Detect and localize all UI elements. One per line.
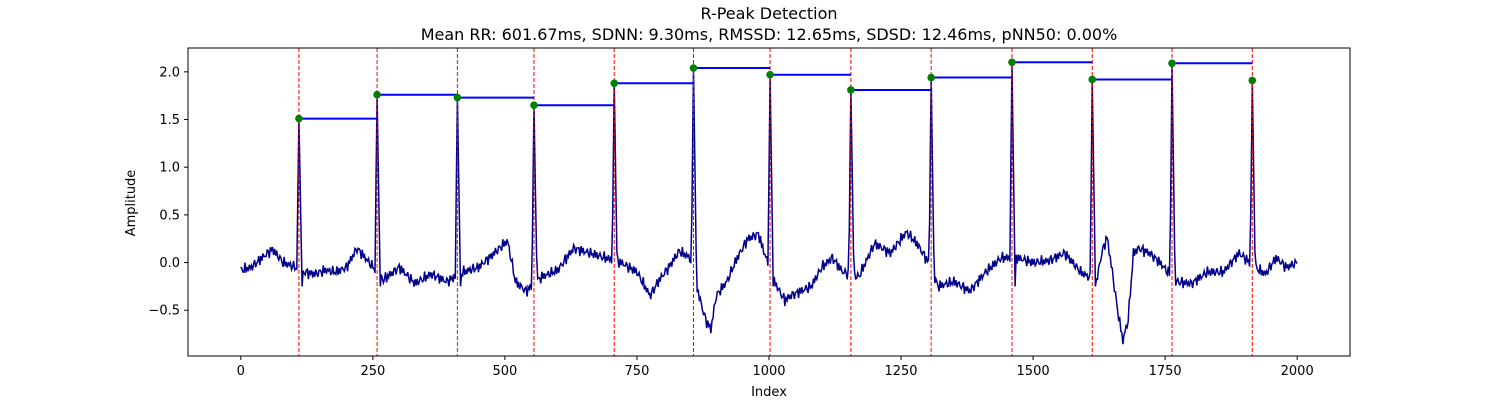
r-peak-marker [689,64,698,72]
y-axis-label: Amplitude [124,170,139,237]
r-peak-marker [1088,75,1097,84]
x-tick-label: 0 [237,364,245,379]
y-tick-label: 2.0 [159,65,180,80]
x-axis-label: Index [751,385,787,400]
r-peak-marker [1248,76,1257,85]
r-peak-marker [530,101,538,110]
r-peak-marker [1008,58,1016,67]
x-tick-label: 1250 [884,364,917,379]
r-peak-marker [927,73,935,82]
chart-subtitle: Mean RR: 601.67ms, SDNN: 9.30ms, RMSSD: … [421,25,1118,44]
r-peak-marker [453,93,462,102]
x-tick-label: 250 [360,364,385,379]
r-peak-marker [373,90,381,99]
y-tick-label: 0.0 [159,256,180,271]
y-tick-label: 1.0 [159,161,180,176]
y-tick-label: −0.5 [148,304,180,319]
x-tick-label: 750 [625,364,650,379]
r-peak-marker [847,86,855,94]
r-peak-marker [295,114,303,123]
x-tick-label: 2000 [1281,364,1314,379]
x-tick-label: 1500 [1017,364,1050,379]
ecg-signal-line [240,62,1298,345]
x-tick-label: 1000 [752,364,785,379]
r-peak-marker [766,70,774,79]
y-tick-label: 1.5 [159,113,180,128]
r-peak-marker [1168,59,1176,68]
chart-title: R-Peak Detection [700,4,837,23]
x-tick-label: 500 [492,364,517,379]
y-tick-label: 0.5 [159,208,180,223]
x-tick-label: 1750 [1149,364,1182,379]
plot-area [240,62,1298,345]
r-peak-marker [610,79,619,88]
